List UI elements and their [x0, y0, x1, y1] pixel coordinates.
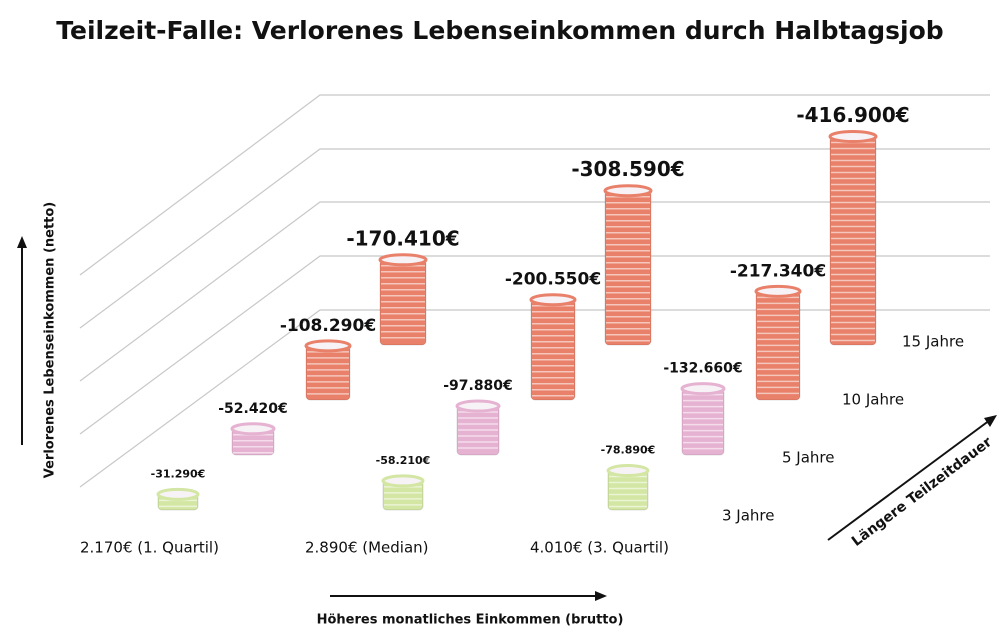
series-label: 10 Jahre: [842, 391, 904, 409]
chart-title: Teilzeit-Falle: Verlorenes Lebenseinkomm…: [56, 16, 943, 45]
category-label: 2.170€ (1. Quartil): [80, 539, 219, 557]
coin-top: [383, 476, 423, 486]
category-label: 2.890€ (Median): [305, 539, 429, 557]
series-label: 15 Jahre: [902, 333, 964, 351]
value-label: -132.660€: [663, 361, 742, 377]
coin-top: [608, 466, 648, 476]
value-label: -78.890€: [601, 444, 656, 457]
value-label: -416.900€: [796, 103, 909, 127]
value-label: -170.410€: [346, 226, 459, 250]
coin-stack: [605, 191, 651, 345]
y-arrow-head: [17, 236, 27, 248]
y-axis-label: Verlorenes Lebenseinkommen (netto): [43, 202, 58, 479]
value-label: -200.550€: [505, 270, 601, 290]
x-arrow-head: [595, 591, 607, 601]
value-label: -52.420€: [218, 401, 288, 417]
z-axis-label: Längere Teilzeitdauer: [849, 434, 995, 550]
coin-top: [158, 489, 198, 499]
z-arrow: [828, 420, 990, 540]
coin-top: [306, 341, 350, 351]
coin-top: [457, 401, 499, 411]
value-label: -308.590€: [571, 157, 684, 181]
value-label: -108.290€: [280, 316, 376, 336]
coin-top: [682, 384, 724, 394]
value-label: -31.290€: [151, 467, 206, 480]
coin-top: [232, 424, 274, 434]
coin-stack: [306, 346, 350, 400]
category-label: 4.010€ (3. Quartil): [530, 539, 669, 557]
value-label: -217.340€: [730, 261, 826, 281]
coin-stack: [682, 389, 724, 455]
x-axis-label: Höheres monatliches Einkommen (brutto): [317, 613, 624, 628]
value-label: -97.880€: [443, 378, 513, 394]
coin-top: [756, 286, 800, 296]
coin-stack: [531, 300, 575, 400]
coin-stack: [830, 137, 876, 345]
coin-top: [380, 255, 426, 265]
z-arrow-head: [984, 415, 997, 427]
coin-top: [531, 295, 575, 305]
coin-top: [605, 186, 651, 196]
series-label: 3 Jahre: [722, 507, 775, 525]
value-label: -58.210€: [376, 454, 431, 467]
series-label: 5 Jahre: [782, 449, 835, 467]
coin-top: [830, 132, 876, 142]
chart: Teilzeit-Falle: Verlorenes Lebenseinkomm…: [0, 0, 1001, 630]
